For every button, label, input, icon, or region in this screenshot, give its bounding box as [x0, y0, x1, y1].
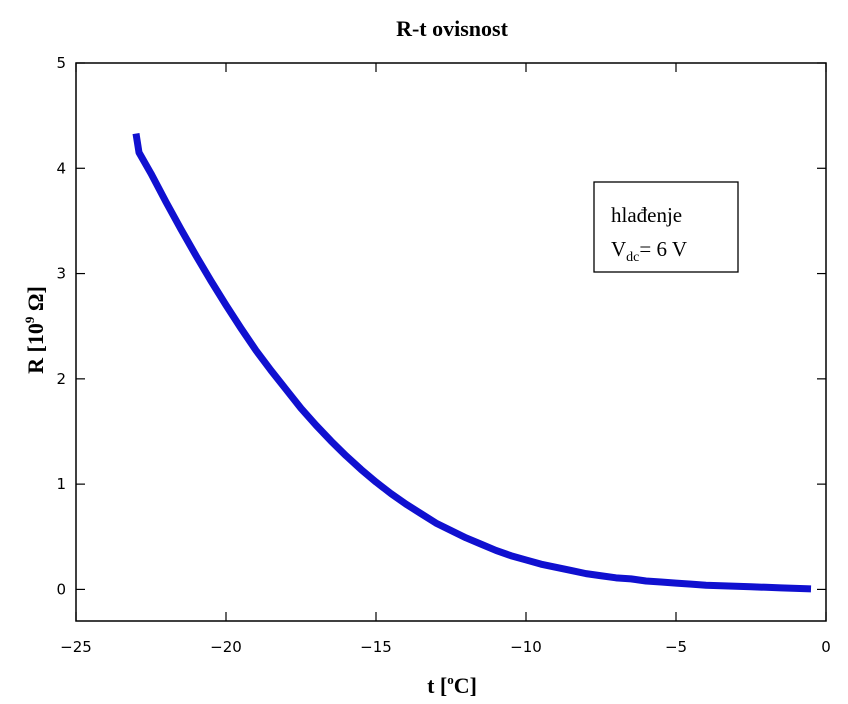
annotation-frame	[593, 181, 739, 273]
annotation-value: = 6 V	[639, 237, 687, 261]
annotation-line-1: hlađenje	[611, 203, 682, 227]
x-tick-label: −10	[510, 638, 542, 656]
y-tick-label: 2	[56, 370, 66, 388]
y-tick-label: 4	[56, 159, 66, 177]
annotation-box: hlađenje Vdc= 6 V	[593, 181, 739, 273]
x-tick-label: −15	[360, 638, 392, 656]
x-tick-label: −25	[60, 638, 92, 656]
y-axis-label-tail: Ω]	[23, 286, 48, 316]
annotation-subscript: dc	[626, 250, 639, 265]
x-axis-label-sup: o	[447, 672, 454, 687]
chart-title: R-t ovisnost	[396, 16, 509, 41]
y-axis-label: R [109 Ω]	[22, 286, 48, 374]
x-tick-label: 0	[821, 638, 831, 656]
ticks	[75, 62, 827, 621]
annotation-line-2: Vdc= 6 V	[611, 237, 687, 265]
y-tick-label: 3	[56, 265, 66, 283]
annotation-v: V	[611, 237, 626, 261]
y-tick-label: 1	[56, 475, 66, 493]
y-axis-label-sup: 9	[22, 316, 37, 323]
y-tick-label: 0	[56, 580, 66, 598]
y-tick-label: 5	[56, 54, 66, 72]
x-tick-label: −5	[665, 638, 687, 656]
tick-labels: −25 −20 −15 −10 −5 0 0 1 2 3 4 5	[56, 54, 830, 656]
x-axis-label-tail: C]	[454, 673, 477, 698]
x-tick-label: −20	[210, 638, 242, 656]
plot-frame	[75, 62, 827, 622]
data-line	[132, 132, 812, 593]
x-axis-label-main: t [	[427, 673, 447, 698]
y-axis-label-main: R [10	[23, 323, 48, 374]
x-axis-label: t [oC]	[427, 672, 477, 698]
